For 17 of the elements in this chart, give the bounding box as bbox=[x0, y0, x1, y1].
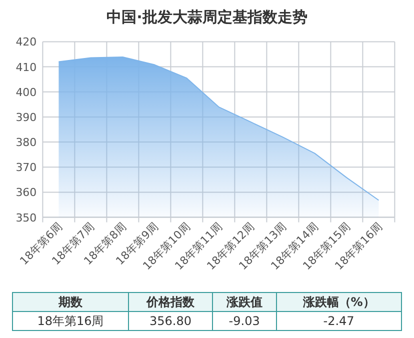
text: 期数 bbox=[12, 292, 128, 312]
y-tick-label: 380 bbox=[16, 136, 37, 150]
y-tick-label: 400 bbox=[16, 86, 37, 99]
y-tick-label: 360 bbox=[16, 186, 37, 200]
text: 价格指数 bbox=[128, 292, 213, 312]
y-tick-label: 370 bbox=[16, 161, 37, 174]
text: -9.03 bbox=[212, 312, 276, 330]
text: 356.80 bbox=[128, 312, 213, 330]
text: 涨跌值 bbox=[212, 292, 276, 312]
y-tick-label: 420 bbox=[16, 36, 37, 49]
y-tick-label: 410 bbox=[16, 60, 37, 74]
text: -2.47 bbox=[276, 312, 402, 330]
chart-title: 中国·批发大蒜周定基指数走势 bbox=[106, 8, 308, 26]
text: 18年第16周 bbox=[12, 312, 128, 330]
y-tick-label: 350 bbox=[16, 211, 37, 224]
y-tick-label: 390 bbox=[16, 110, 37, 124]
text: 涨跌幅（%） bbox=[276, 292, 402, 312]
